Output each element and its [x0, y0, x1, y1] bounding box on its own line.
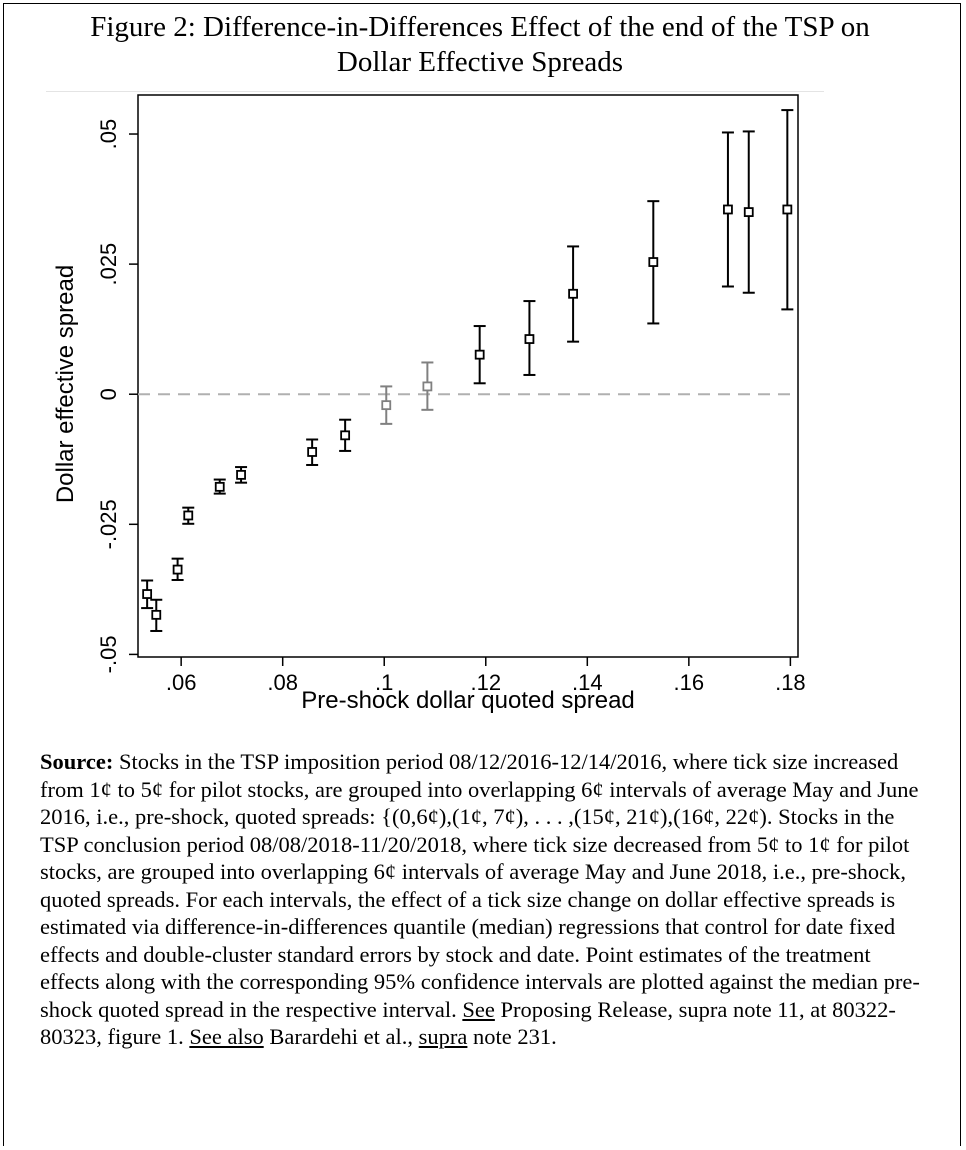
y-tick-label: -.05	[96, 635, 121, 673]
x-axis-ticks: .06 .08 .1 .12 .14 .16 .18	[166, 657, 806, 695]
x-tick-label: .16	[674, 670, 705, 695]
y-tick-label: 0	[96, 388, 121, 400]
point-estimate-marker	[151, 609, 162, 620]
x-tick-label: .08	[267, 670, 298, 695]
point-estimate-marker	[743, 207, 754, 217]
caption-text-2: Proposing Release, supra note 11, at 803…	[40, 996, 896, 1050]
point-estimate-marker	[568, 288, 578, 299]
point-estimate-marker	[648, 257, 659, 267]
point-estimate-marker	[723, 204, 733, 215]
point-estimate-marker	[142, 589, 153, 599]
x-tick-label: .14	[572, 670, 603, 695]
x-tick-label: .18	[775, 670, 806, 695]
x-tick-label: .06	[166, 670, 197, 695]
caption-source-label: Source:	[40, 749, 114, 774]
point-estimate-marker	[172, 564, 183, 575]
x-tick-label: .12	[470, 670, 501, 695]
figure-caption: Source: Stocks in the TSP imposition per…	[40, 748, 920, 1051]
caption-text-1: Stocks in the TSP imposition period 08/1…	[40, 749, 920, 1022]
caption-link-see-also: See also	[189, 1024, 264, 1049]
caption-text-3: Barardehi et al.,	[263, 1024, 419, 1049]
x-tick-label: .1	[375, 670, 393, 695]
point-estimate-marker	[474, 349, 485, 360]
figure-frame	[3, 3, 961, 1146]
figure-title: Figure 2: Difference-in-Differences Effe…	[20, 10, 940, 80]
y-axis-ticks: -.05 -.025 0 .025 .05	[96, 119, 138, 673]
title-divider	[46, 91, 824, 92]
dollar-effective-spread-chart: -.05 -.025 0 .025 .05 .06 .08 .1 .12 .14 .16 .18 D…	[52, 94, 806, 714]
point-estimate-marker	[524, 334, 535, 344]
point-estimate-marker	[307, 447, 318, 457]
plot-area-frame	[137, 94, 799, 658]
caption-link-see: See	[462, 996, 495, 1022]
point-estimate-marker	[381, 400, 392, 411]
point-estimate-marker	[340, 430, 351, 441]
point-estimate-marker	[236, 469, 246, 480]
figure-title-line-1: Figure 2: Difference-in-Differences Effe…	[90, 11, 870, 43]
data-points	[141, 109, 794, 632]
point-estimate-marker	[782, 204, 793, 215]
caption-link-supra: supra	[418, 1024, 468, 1049]
point-estimate-marker	[422, 381, 433, 392]
point-estimate-marker	[214, 481, 225, 492]
y-tick-label: .025	[96, 243, 121, 286]
y-tick-label: -.025	[96, 499, 121, 549]
x-axis-label: Pre-shock dollar quoted spread	[301, 687, 635, 714]
y-tick-label: .05	[96, 119, 121, 150]
caption-text-4: note 231.	[467, 1024, 557, 1049]
point-estimate-marker	[183, 510, 194, 521]
figure-title-line-2: Dollar Effective Spreads	[336, 46, 624, 78]
y-axis-label: Dollar effective spread	[52, 265, 79, 503]
